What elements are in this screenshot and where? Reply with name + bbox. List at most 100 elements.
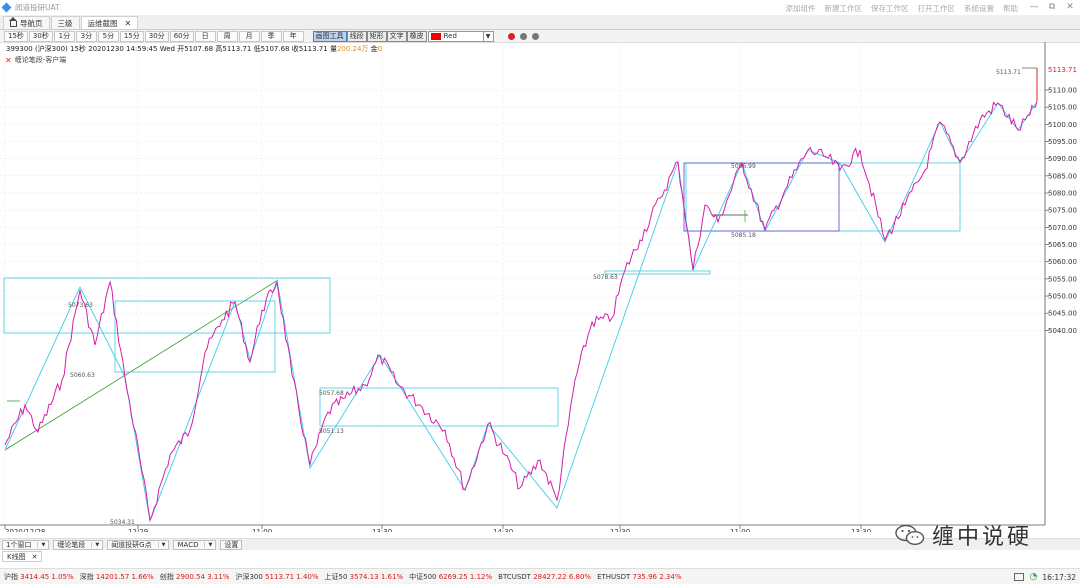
tool-text-button[interactable]: 文字 — [386, 30, 407, 42]
gray-dot-icon[interactable] — [531, 32, 539, 40]
last-price-label: 5113.71 — [1048, 66, 1077, 74]
select-label: 1个窗口 — [6, 540, 32, 549]
menu-help[interactable]: 帮助 — [1003, 4, 1018, 13]
tab-kline[interactable]: K线图 ✕ — [2, 551, 43, 562]
minimize-button[interactable]: — — [1029, 2, 1039, 12]
low-value: 5107.68 — [260, 45, 290, 53]
y-tick-label: 5110.00 — [1048, 87, 1077, 95]
period-year[interactable]: 年 — [282, 30, 304, 42]
close-icon[interactable]: ✕ — [31, 552, 38, 561]
top-menu: 添加组件 新建工作区 保存工作区 打开工作区 系统设置 帮助 — [786, 3, 1019, 14]
y-tick-label: 5045.00 — [1048, 310, 1077, 318]
open-value: 5107.68 — [184, 45, 214, 53]
quote-btc[interactable]: BTCUSDT 28427.22 6.80% — [498, 573, 591, 581]
period-30s[interactable]: 30秒 — [28, 30, 53, 42]
quote-eth[interactable]: ETHUSDT 735.96 2.34% — [597, 573, 681, 581]
y-tick-label: 5100.00 — [1048, 121, 1077, 129]
quote-value: 6269.25 — [438, 572, 468, 581]
quote-pct: 2.34% — [659, 572, 682, 581]
quote-value: 735.96 — [632, 572, 658, 581]
quote-pct: 1.61% — [380, 572, 404, 581]
x-axis: 2020/12/28 12/29 11:00 13:30 14:30 12/30 11:00… — [0, 524, 1045, 532]
menu-add-component[interactable]: 添加组件 — [785, 4, 816, 13]
y-tick-label: 5070.00 — [1048, 224, 1077, 232]
wifi-icon[interactable]: ◔ — [1029, 572, 1038, 582]
tool-line-button[interactable]: 线段 — [346, 30, 367, 42]
tab-ops-screenshot[interactable]: 运维截图 ✕ — [80, 16, 139, 29]
y-tick-label: 5095.00 — [1048, 138, 1077, 146]
quote-zz500[interactable]: 中证500 6269.25 1.12% — [409, 572, 492, 582]
close-icon[interactable]: ✕ — [124, 18, 132, 28]
period-day[interactable]: 日 — [194, 30, 216, 42]
chevron-down-icon[interactable]: ▼ — [482, 31, 493, 41]
color-swatch — [430, 32, 441, 40]
indicator-select-macd[interactable]: MACD ▼ — [173, 539, 217, 550]
period-60m[interactable]: 60分 — [169, 30, 194, 42]
tab-level3[interactable]: 三级 — [50, 16, 80, 29]
chevron-down-icon: ▼ — [204, 541, 212, 548]
x-tick-label: 13:30 — [372, 528, 392, 532]
period-15m[interactable]: 15分 — [119, 30, 144, 42]
quote-value: 3574.13 — [349, 572, 379, 581]
chevron-down-icon: ▼ — [91, 541, 99, 548]
kline-chart[interactable]: 5110.00 5105.00 5100.00 5095.00 5090.00 5085.… — [0, 42, 1080, 532]
menu-save-workspace[interactable]: 保存工作区 — [871, 4, 909, 13]
indicator-bar: 1个窗口 ▼ 缠论笔段 ▼ 闻道投研G点 ▼ MACD ▼ 设置 — [0, 538, 1080, 550]
drawing-tools-button[interactable]: 画图工具 — [312, 30, 347, 42]
close-window-button[interactable]: ✕ — [1066, 2, 1074, 12]
gray-dot-icon[interactable] — [519, 32, 527, 40]
low-label: 低 — [253, 45, 261, 53]
high-label: 高 — [215, 45, 223, 53]
tab-label: 运维截图 — [87, 18, 118, 28]
quote-value: 28427.22 — [533, 572, 567, 581]
price-annotation: 5051.13 — [319, 428, 344, 435]
price-annotation: 5057.68 — [319, 390, 344, 397]
period-month[interactable]: 月 — [238, 30, 260, 42]
menu-new-workspace[interactable]: 新建工作区 — [824, 4, 863, 13]
color-select[interactable]: Red ▼ — [427, 30, 494, 42]
period-15s[interactable]: 15秒 — [4, 30, 28, 42]
tab-navigation[interactable]: 导航页 — [3, 16, 50, 29]
window-count-select[interactable]: 1个窗口 ▼ — [2, 539, 50, 550]
tool-eraser-button[interactable]: 橡皮 — [406, 30, 427, 42]
period-week[interactable]: 周 — [216, 30, 238, 42]
settings-button[interactable]: 设置 — [220, 539, 243, 550]
period-quarter[interactable]: 季 — [260, 30, 282, 42]
select-label: 缠论笔段 — [57, 540, 86, 549]
quote-sh[interactable]: 沪指 3414.45 1.05% — [4, 572, 74, 582]
drawings-layer — [3, 101, 1038, 523]
chart-labels: 5113.71 5113.71 5096.99 5085.18 5078.63 5073.… — [68, 66, 1077, 526]
indicator-select-gpoint[interactable]: 闻道投研G点 ▼ — [107, 539, 170, 550]
quote-cy[interactable]: 创指 2900.54 3.11% — [160, 572, 230, 582]
close-icon[interactable]: ✕ — [5, 55, 12, 65]
menu-settings[interactable]: 系统设置 — [964, 4, 994, 13]
quote-name: BTCUSDT — [498, 572, 531, 581]
x-tick-label: 12/29 — [128, 528, 148, 532]
period-5m[interactable]: 5分 — [97, 30, 119, 42]
quote-hs300[interactable]: 沪深300 5113.71 1.40% — [235, 572, 318, 582]
period-1m[interactable]: 1分 — [53, 30, 75, 42]
wechat-icon — [895, 524, 925, 546]
quote-name: 沪深300 — [235, 572, 263, 581]
device-icon[interactable] — [1014, 573, 1025, 581]
tool-rect-button[interactable]: 矩形 — [366, 30, 387, 42]
tab-label: 导航页 — [20, 18, 43, 28]
close-value: 5113.71 — [298, 45, 328, 53]
ohlc-info: 399300 (沪深300) 15秒 20201230 14:59:45 Wed… — [6, 44, 382, 54]
menu-open-workspace[interactable]: 打开工作区 — [917, 4, 956, 13]
restore-button[interactable]: ⧉ — [1048, 2, 1056, 12]
vol-label: 量 — [329, 45, 337, 53]
price-annotation: 5060.63 — [70, 372, 95, 379]
quote-value: 5113.71 — [265, 572, 295, 581]
indicator-select-chan[interactable]: 缠论笔段 ▼ — [53, 539, 104, 550]
period-30m[interactable]: 30分 — [144, 30, 169, 42]
red-dot-icon[interactable] — [507, 32, 515, 40]
price-annotation: 5096.99 — [731, 163, 756, 170]
period-3m[interactable]: 3分 — [75, 30, 97, 42]
clock: 16:17:32 — [1042, 572, 1076, 582]
high-value: 5113.71 — [222, 45, 252, 53]
y-tick-label: 5040.00 — [1048, 327, 1077, 335]
quote-sz50[interactable]: 上证50 3574.13 1.61% — [325, 572, 404, 582]
quote-sz[interactable]: 深指 14201.57 1.66% — [80, 572, 154, 582]
y-tick-label: 5075.00 — [1048, 207, 1077, 215]
